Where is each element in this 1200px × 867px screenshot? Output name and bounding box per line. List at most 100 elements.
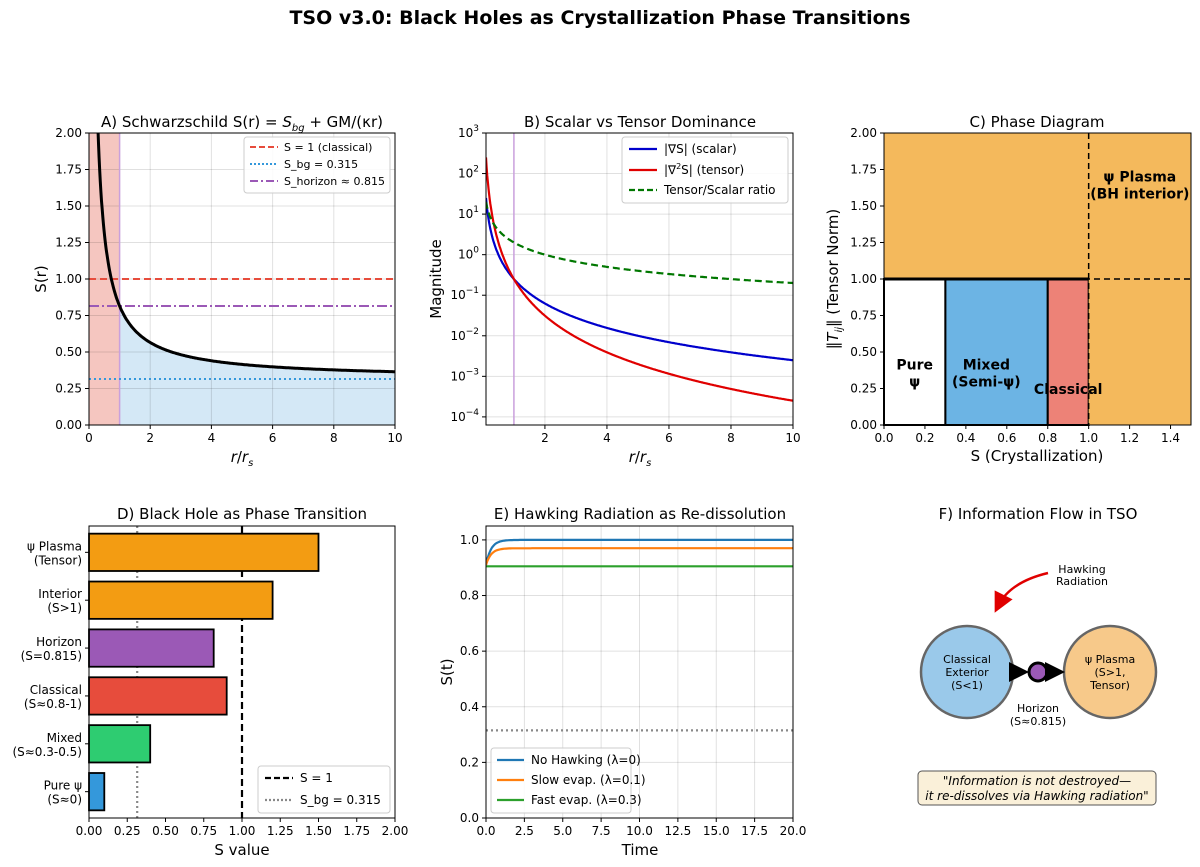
x-tick-label: 0.2 — [915, 431, 934, 445]
classical-node-line1: Classical — [943, 653, 991, 666]
y-tick-label: 10−3 — [450, 367, 479, 383]
y-tick-label: 1.75 — [850, 163, 877, 177]
panel-b-frame — [485, 132, 794, 426]
legend-label-classical: S = 1 (classical) — [284, 141, 372, 154]
bar-category-sublabel: (S≈0.8-1) — [24, 697, 82, 711]
s-of-r-curve — [96, 133, 395, 374]
classical-node-line3: (S<1) — [951, 679, 983, 692]
x-tick-label: 0.50 — [152, 824, 179, 838]
y-tick-label: 0.00 — [55, 418, 82, 432]
y-tick-label: 1.75 — [55, 163, 82, 177]
y-tick-label: 100 — [458, 246, 479, 262]
bar-0 — [88, 532, 320, 572]
panel-b-title: B) Scalar vs Tensor Dominance — [524, 113, 756, 131]
y-tick-label: 0.2 — [460, 755, 479, 769]
x-tick-label: 5.0 — [553, 824, 572, 838]
region-label-3: ψ Plasma — [1103, 169, 1176, 185]
x-tick-label: 10 — [387, 431, 402, 445]
bar-4 — [88, 724, 152, 764]
bar-category-label: ψ Plasma — [27, 539, 82, 553]
classical-node-line2: Exterior — [945, 666, 989, 679]
y-tick-label: 0.50 — [850, 345, 877, 359]
bar-1 — [88, 580, 274, 620]
hawking-arrow — [994, 571, 1049, 613]
figure-suptitle: TSO v3.0: Black Holes as Crystallization… — [289, 7, 910, 29]
x-tick-label: 17.5 — [741, 824, 768, 838]
legend-label-sbg-d: S_bg = 0.315 — [300, 793, 381, 807]
x-tick-label: 4 — [208, 431, 216, 445]
panel-f: F) Information Flow in TSO Classical Ext… — [917, 505, 1158, 806]
plasma-node-line3: Tensor) — [1089, 679, 1130, 692]
x-tick-label: 15.0 — [703, 824, 730, 838]
legend-label-tensor: |∇2S| (tensor) — [664, 162, 744, 177]
x-tick-label: 6 — [665, 431, 673, 445]
y-tick-label: 2.00 — [850, 126, 877, 140]
x-tick-label: 0.25 — [114, 824, 141, 838]
bar-category-label: Horizon — [36, 635, 82, 649]
panel-c-xlabel: S (Crystallization) — [971, 447, 1104, 465]
y-tick-label: 10−2 — [450, 327, 479, 343]
hawking-label-line1: Hawking — [1058, 563, 1105, 576]
x-tick-label: 6 — [269, 431, 277, 445]
exterior-shade — [119, 306, 395, 425]
tensor-line — [486, 157, 793, 402]
y-tick-label: 0.8 — [460, 589, 479, 603]
horizon-node — [1027, 661, 1049, 683]
panel-b-ylabel: Magnitude — [427, 239, 445, 318]
plasma-node-line2: (S>1, — [1095, 666, 1126, 679]
quote-line2: it re-dissolves via Hawking radiation" — [925, 789, 1148, 803]
x-tick-label: 0.4 — [956, 431, 975, 445]
y-tick-label: 0.4 — [460, 700, 479, 714]
bar-category-label: Interior — [38, 587, 82, 601]
y-tick-label: 0.50 — [55, 345, 82, 359]
x-tick-label: 0.6 — [997, 431, 1016, 445]
legend-label-fast: Fast evap. (λ=0.3) — [531, 793, 642, 807]
bar-category-label: Classical — [30, 683, 82, 697]
legend-label-scalar: |∇S| (scalar) — [664, 142, 737, 156]
hawking-label-line2: Radiation — [1056, 575, 1108, 588]
y-tick-label: 0.75 — [850, 309, 877, 323]
x-tick-label: 2 — [541, 431, 549, 445]
x-tick-label: 2.00 — [382, 824, 409, 838]
x-tick-label: 20.0 — [780, 824, 807, 838]
legend-label-sbg: S_bg = 0.315 — [284, 158, 358, 171]
panel-a-ylabel: S(r) — [32, 265, 50, 292]
x-tick-label: 12.5 — [665, 824, 692, 838]
y-tick-label: 103 — [458, 124, 479, 140]
bar-category-sublabel: (S>1) — [47, 601, 82, 615]
region-label-1: Mixed — [963, 358, 1010, 374]
y-tick-label: 10−1 — [450, 286, 479, 302]
horizon-label-line2: (S≈0.815) — [1010, 715, 1066, 728]
x-tick-label: 8 — [727, 431, 735, 445]
legend-label-slow: Slow evap. (λ=0.1) — [531, 773, 646, 787]
phase-region-2 — [1046, 278, 1090, 426]
y-tick-label: 101 — [458, 205, 479, 221]
bar-category-sublabel: (Tensor) — [34, 553, 82, 567]
y-tick-label: 1.25 — [850, 236, 877, 250]
y-tick-label: 0.0 — [460, 811, 479, 825]
x-tick-label: 0 — [85, 431, 93, 445]
series-line-1 — [486, 547, 793, 566]
panel-e-ylabel: S(t) — [438, 658, 456, 685]
x-tick-label: 1.75 — [343, 824, 370, 838]
x-tick-label: 2 — [146, 431, 154, 445]
plasma-node-line1: ψ Plasma — [1085, 653, 1135, 666]
y-tick-label: 2.00 — [55, 126, 82, 140]
y-tick-label: 0.00 — [850, 418, 877, 432]
x-tick-label: 8 — [330, 431, 338, 445]
panel-d-legend: S = 1 S_bg = 0.315 — [257, 765, 391, 814]
panel-b-xlabel: r/rs — [629, 448, 652, 469]
ratio-line — [486, 201, 793, 285]
panel-a-legend: S = 1 (classical) S_bg = 0.315 S_horizon… — [243, 136, 391, 194]
bar-2 — [88, 628, 215, 668]
region-label-1: (Semi-ψ) — [952, 375, 1021, 391]
region-label-3: (BH interior) — [1090, 186, 1189, 202]
x-tick-label: 0.0 — [476, 824, 495, 838]
panel-e-xlabel: Time — [621, 841, 659, 859]
scalar-line — [486, 197, 793, 362]
panel-e: E) Hawking Radiation as Re-dissolution 0… — [438, 505, 806, 859]
y-tick-label: 0.25 — [55, 382, 82, 396]
bar-category-sublabel: (S=0.815) — [21, 649, 82, 663]
panel-c: C) Phase Diagram 0.0 0.2 0.4 0.6 0.8 1.0 1.2 1.… — [824, 113, 1192, 465]
